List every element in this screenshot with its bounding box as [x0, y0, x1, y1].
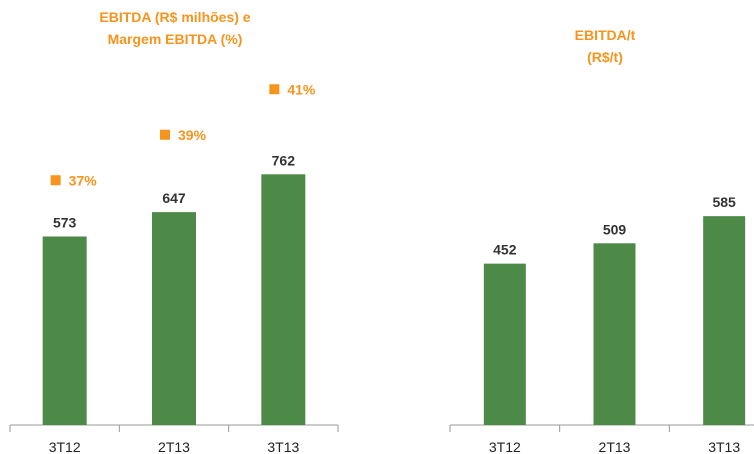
chart-title: EBITDA/t (R$/t): [574, 27, 636, 65]
bar: [42, 236, 87, 425]
data-label: 41%: [287, 81, 316, 97]
data-label: 573: [53, 214, 77, 230]
bar: [703, 216, 746, 425]
x-tick-label: 3T13: [708, 439, 740, 454]
chart-title: EBITDA (R$ milhões) e Margem EBITDA (%): [99, 9, 251, 47]
margin-marker: [160, 129, 170, 140]
data-label: 762: [272, 152, 296, 168]
margin-marker: [269, 84, 280, 95]
data-label: 39%: [178, 127, 207, 143]
data-label: 585: [712, 194, 736, 210]
data-label: 452: [493, 242, 517, 258]
margin-marker: [50, 175, 61, 186]
x-tick-label: 3T13: [267, 439, 299, 454]
bar: [593, 243, 636, 425]
x-tick-label: 3T12: [489, 439, 521, 454]
x-tick-label: 2T13: [599, 439, 631, 454]
x-tick-label: 3T12: [49, 439, 81, 454]
data-label: 647: [162, 190, 186, 206]
data-label: 37%: [69, 172, 98, 188]
bar: [261, 174, 306, 425]
data-label: 509: [603, 221, 627, 237]
x-tick-label: 2T13: [158, 439, 190, 454]
bar: [483, 263, 526, 425]
bar: [152, 212, 196, 425]
